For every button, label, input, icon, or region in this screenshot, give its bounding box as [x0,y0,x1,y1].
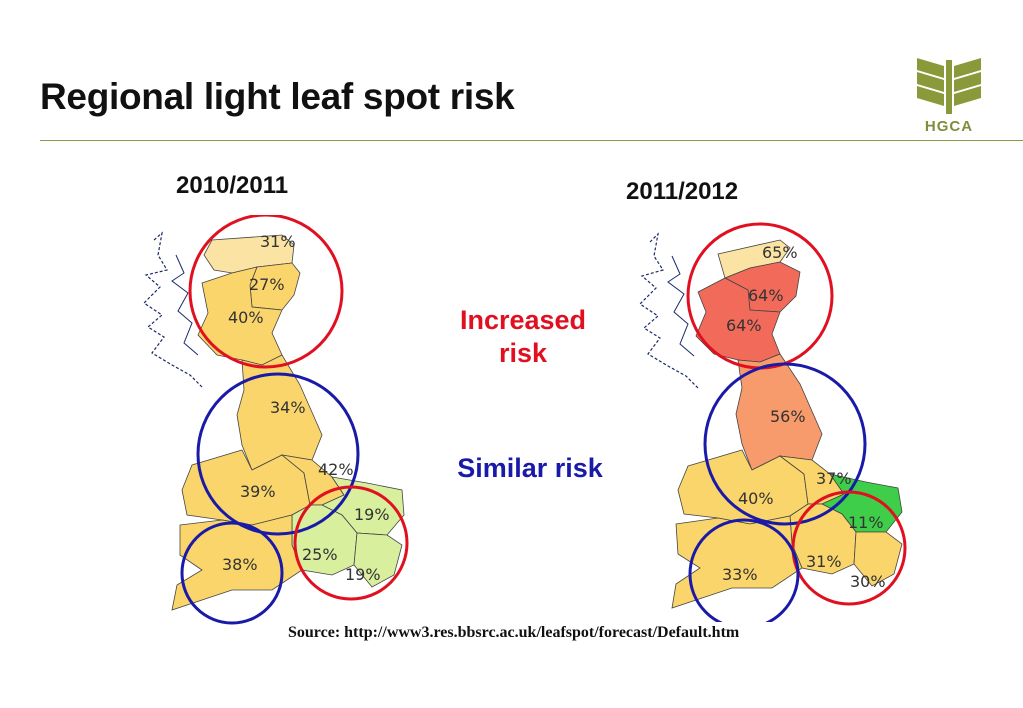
increased-risk-label: Increased risk [459,305,587,368]
pct-west-midlands: 40% [738,489,774,508]
highlight-circle-scotland [188,215,344,369]
pct-east-midlands: 42% [318,460,354,479]
highlight-circle-southwest [180,521,284,625]
pct-ne-scotland: 27% [249,275,285,294]
highlight-circle-north [196,372,360,536]
uk-risk-map-2011-2012: 65% 64% 64% 56% 37% 40% 11% 31% 30% 33% [639,222,907,622]
scotland-west-coast-outline [143,231,203,388]
pct-south-east-east: 19% [345,565,381,584]
region-south-east-east [353,532,403,588]
title-divider [40,140,1023,141]
pct-east-anglia: 11% [848,513,884,532]
pct-east-anglia: 19% [354,505,390,524]
region-south-east-east [853,531,903,587]
slide-title: Regional light leaf spot risk [40,76,515,117]
pct-s-scotland: 40% [228,308,264,327]
pct-south-east-east: 30% [850,572,886,591]
pct-south-west: 38% [222,555,258,574]
highlight-circle-southeast [293,485,409,601]
pct-south-west: 33% [722,565,758,584]
highlight-circle-southwest [688,518,800,622]
scotland-west-coast-outline [639,232,699,389]
logo-text: HGCA [924,118,974,135]
pct-s-scotland: 64% [726,316,762,335]
pct-east-midlands: 37% [816,469,852,488]
year-label-right: 2011/2012 [626,178,739,205]
pct-ne-scotland: 64% [748,286,784,305]
region-s-scotland [197,266,283,366]
wheat-book-icon [917,58,981,114]
source-citation: Source: http://www3.res.bbsrc.ac.uk/leaf… [288,624,740,641]
pct-north-england: 56% [770,407,806,426]
pct-north-england: 34% [270,398,306,417]
pct-west-midlands: 39% [240,482,276,501]
uk-risk-map-2010-2011: 31% 27% 40% 34% 42% 39% 19% 25% 19% 38% [143,215,409,625]
pct-n-scotland: 31% [260,232,296,251]
year-label-left: 2010/2011 [176,172,289,199]
hgca-logo: HGCA [907,56,991,136]
pct-south-east: 25% [302,545,338,564]
pct-n-scotland: 65% [762,243,798,262]
pct-south-east: 31% [806,552,842,571]
similar-risk-label: Similar risk [457,453,603,483]
highlight-circle-north [703,362,867,526]
